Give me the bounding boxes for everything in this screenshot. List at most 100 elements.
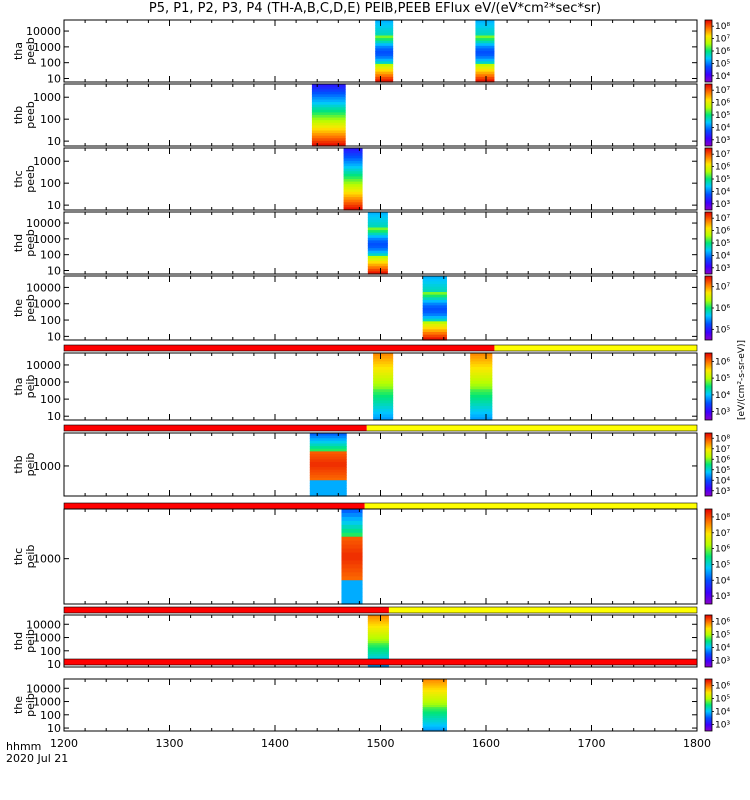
spectrogram-cell <box>475 76 495 81</box>
colorbar-tick-label: 10⁶ <box>715 163 730 173</box>
y-tick-label: 10 <box>47 135 61 148</box>
colorbar-tick-label: 10⁶ <box>715 455 730 465</box>
spectrogram-block <box>311 84 346 147</box>
spectrogram-cell <box>341 528 363 534</box>
spectrogram-cell <box>475 53 495 57</box>
chart-title: P5, P1, P2, P3, P4 (TH-A,B,C,D,E) PEIB,P… <box>148 1 602 16</box>
spectrogram-cell <box>373 392 394 396</box>
spectrogram-cell <box>367 641 389 644</box>
spectrogram-cell <box>470 392 493 396</box>
spectrogram-cell <box>343 184 363 188</box>
spectrogram-cell <box>309 475 347 479</box>
spectrogram-cell <box>422 308 447 312</box>
spectrogram-cell <box>367 651 389 655</box>
x-tick-label: 1500 <box>367 737 395 750</box>
status-bar-frame <box>63 606 698 614</box>
spectrogram-cell <box>373 408 394 413</box>
spectrogram-cell <box>422 321 447 325</box>
spectrogram-cell <box>373 372 394 376</box>
spectrogram-cell <box>309 482 347 487</box>
spectrogram-cell <box>422 324 447 328</box>
spectrogram-cell <box>470 378 493 382</box>
spectrogram-cell <box>375 61 394 65</box>
spectrogram-cell <box>375 35 394 39</box>
panel-frame <box>63 275 698 341</box>
colorbar-tick-label: 10³ <box>715 721 730 731</box>
spectrogram-cell <box>367 245 388 249</box>
spectrogram-cell <box>475 25 495 29</box>
panel-ylabel: thdpeeb <box>12 229 37 257</box>
spectrogram-cell <box>311 115 346 119</box>
spectrogram-cell <box>373 411 394 416</box>
colorbar-tick-label: 10⁵ <box>715 111 730 121</box>
spectrogram-cell <box>367 649 389 653</box>
spectrogram-cell <box>367 261 388 265</box>
spectrogram-cell <box>373 361 394 365</box>
spectrogram-cell <box>367 636 389 640</box>
spectrogram-cell <box>375 63 394 68</box>
spectrogram-cell <box>309 440 347 445</box>
colorbar-tick-label: 10⁷ <box>715 445 730 455</box>
spectrogram-cell <box>343 158 363 162</box>
spectrogram-cell <box>422 698 447 702</box>
spectrogram-cell <box>373 383 394 388</box>
spectrogram-cell <box>341 560 363 566</box>
spectrogram-cell <box>475 66 495 70</box>
status-bar-red <box>64 607 389 613</box>
spectrogram-cell <box>343 153 363 157</box>
status-bar-frame <box>63 424 698 432</box>
spectrogram-cell <box>422 316 447 320</box>
panel-frame <box>63 678 698 732</box>
spectrogram-cell <box>367 214 388 218</box>
spectrogram-cell <box>309 467 347 471</box>
spectrogram-cell <box>309 433 347 437</box>
spectrogram-cell <box>309 461 347 466</box>
spectrogram-cell <box>343 207 363 211</box>
colorbar-tick-label: 10⁵ <box>715 631 730 641</box>
spectrogram-cell <box>343 168 363 172</box>
status-bar-yellow <box>388 607 697 613</box>
spectrogram-cell <box>341 532 363 538</box>
spectrogram-cell <box>309 469 347 473</box>
spectrogram-cell <box>343 194 363 198</box>
spectrogram-cell <box>470 372 493 376</box>
spectrogram-cell <box>367 263 388 267</box>
spectrogram-cell <box>367 654 389 657</box>
spectrogram-cell <box>375 32 394 37</box>
spectrogram-cell <box>470 380 493 385</box>
spectrogram-cell <box>375 43 394 47</box>
x-tick-label: 1300 <box>156 737 184 750</box>
spectrogram-cell <box>367 628 389 631</box>
y-tick-label: 10000 <box>26 682 61 695</box>
spectrogram-cell <box>367 222 388 226</box>
spectrogram-cell <box>341 520 363 526</box>
spectrogram-cell <box>422 718 447 721</box>
panel-ylabel: thcpeeb <box>12 165 37 193</box>
spectrogram-cell <box>309 454 347 458</box>
spectrogram-cell <box>343 191 363 196</box>
colorbar-tick-label: 10⁵ <box>715 466 730 476</box>
spectrogram-cell <box>422 711 447 715</box>
spectrogram-cell <box>373 355 394 360</box>
spectrogram-block <box>422 679 447 732</box>
spectrogram-cell <box>311 107 346 111</box>
panel-ylabel: thapeeb <box>12 37 37 65</box>
spectrogram-cell <box>422 313 447 317</box>
spectrogram-cell <box>470 383 493 388</box>
y-tick-label: 1000 <box>33 91 61 104</box>
colorbar <box>704 147 713 211</box>
spectrogram-cell <box>309 464 347 468</box>
spectrogram-cell <box>475 74 495 78</box>
spectrogram-cell <box>475 71 495 75</box>
spectrogram-cell <box>470 353 493 357</box>
panel-ylabel: thepeib <box>12 693 37 717</box>
status-bar-red <box>64 659 697 665</box>
spectrogram-cell <box>375 48 394 52</box>
spectrogram-cell <box>422 334 447 338</box>
spectrogram-cell <box>341 596 363 601</box>
spectrogram-cell <box>309 493 347 497</box>
spectrogram-cell <box>311 140 346 145</box>
y-tick-label: 100 <box>40 57 61 70</box>
spectrogram-cell <box>367 258 388 262</box>
colorbar-tick-label: 10⁸ <box>715 22 730 32</box>
